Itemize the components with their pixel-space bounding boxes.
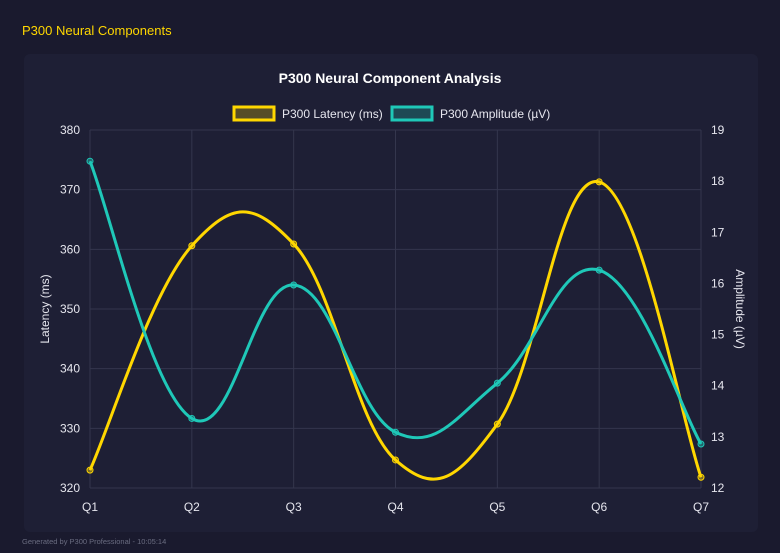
y-right-tick-label: 15 xyxy=(711,328,725,342)
y-left-tick-label: 340 xyxy=(60,362,80,376)
x-tick-label: Q6 xyxy=(591,500,607,514)
y-right-tick-label: 17 xyxy=(711,225,725,239)
page-title: P300 Neural Components xyxy=(22,23,172,38)
y-right-tick-label: 16 xyxy=(711,276,725,290)
data-point xyxy=(188,242,196,250)
y-left-tick-label: 380 xyxy=(60,123,80,137)
data-point xyxy=(697,440,705,448)
x-tick-label: Q7 xyxy=(693,500,709,514)
legend-label: P300 Latency (ms) xyxy=(282,107,383,121)
data-point xyxy=(493,379,501,387)
data-point xyxy=(290,240,298,248)
chart-title: P300 Neural Component Analysis xyxy=(279,70,502,86)
data-point xyxy=(188,414,196,422)
data-point xyxy=(290,281,298,289)
data-point xyxy=(86,157,94,165)
data-point xyxy=(595,266,603,274)
data-point xyxy=(86,466,94,474)
x-tick-label: Q1 xyxy=(82,500,98,514)
y-right-tick-label: 19 xyxy=(711,123,725,137)
y-left-axis-label: Latency (ms) xyxy=(38,274,52,343)
x-tick-label: Q5 xyxy=(489,500,505,514)
x-tick-label: Q4 xyxy=(387,500,403,514)
data-point xyxy=(697,473,705,481)
y-right-tick-label: 14 xyxy=(711,379,725,393)
x-tick-label: Q2 xyxy=(184,500,200,514)
y-left-tick-label: 320 xyxy=(60,481,80,495)
series-line xyxy=(88,180,703,481)
y-right-tick-label: 18 xyxy=(711,174,725,188)
legend-swatch xyxy=(390,105,434,122)
data-point xyxy=(392,456,399,464)
y-right-tick-label: 13 xyxy=(711,430,725,444)
y-right-axis-label: Amplitude (µV) xyxy=(733,269,747,349)
y-left-tick-label: 350 xyxy=(60,302,80,316)
y-left-tick-label: 370 xyxy=(60,183,80,197)
series-line xyxy=(88,160,703,445)
x-tick-label: Q3 xyxy=(286,500,302,514)
legend-label: P300 Amplitude (µV) xyxy=(440,107,550,121)
legend-swatch xyxy=(232,105,276,122)
data-point xyxy=(392,428,399,436)
data-point xyxy=(493,420,501,428)
y-left-tick-label: 360 xyxy=(60,242,80,256)
y-left-tick-label: 330 xyxy=(60,421,80,435)
y-right-tick-label: 12 xyxy=(711,481,725,495)
data-point xyxy=(595,178,603,186)
chart-card xyxy=(24,54,758,532)
footer-text: Generated by P300 Professional - 10:05:1… xyxy=(22,537,167,546)
